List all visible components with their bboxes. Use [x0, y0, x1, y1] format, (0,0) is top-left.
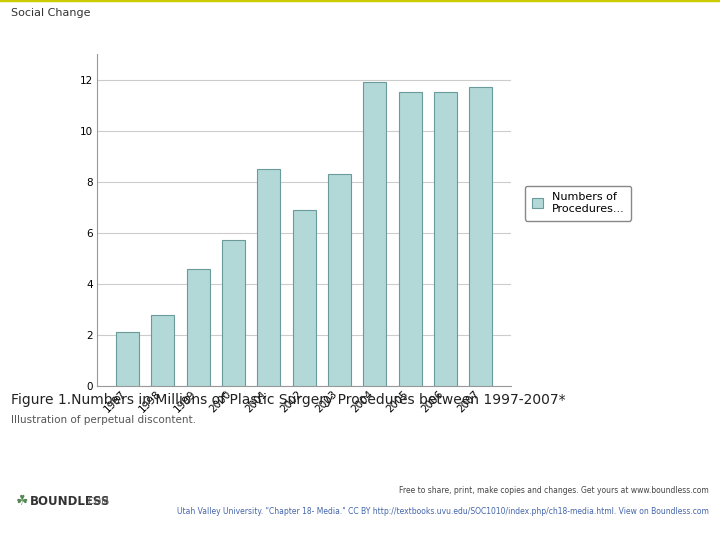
Bar	[328, 174, 351, 386]
Bar	[186, 268, 210, 386]
Text: .COM: .COM	[85, 497, 109, 505]
Bar	[257, 169, 280, 386]
Bar	[151, 315, 174, 386]
Text: Social Change: Social Change	[11, 9, 90, 18]
Text: Figure 1.Numbers in Millions of Plastic Surgery Procedures between 1997-2007*: Figure 1.Numbers in Millions of Plastic …	[11, 393, 565, 407]
Bar	[399, 92, 422, 386]
Text: Free to share, print, make copies and changes. Get yours at www.boundless.com: Free to share, print, make copies and ch…	[400, 486, 709, 495]
Text: Utah Valley University. "Chapter 18- Media." CC BY http://textbooks.uvu.edu/SOC1: Utah Valley University. "Chapter 18- Med…	[177, 508, 709, 516]
Bar	[222, 240, 245, 386]
Bar	[116, 333, 139, 386]
Bar	[469, 87, 492, 386]
Text: Illustration of perpetual discontent.: Illustration of perpetual discontent.	[11, 415, 196, 425]
Text: BOUNDLESS: BOUNDLESS	[30, 495, 111, 508]
Bar	[364, 82, 387, 386]
Legend: Numbers of
Procedures...: Numbers of Procedures...	[525, 186, 631, 221]
Bar	[293, 210, 315, 386]
Text: ☘: ☘	[16, 494, 28, 508]
Bar	[434, 92, 457, 386]
